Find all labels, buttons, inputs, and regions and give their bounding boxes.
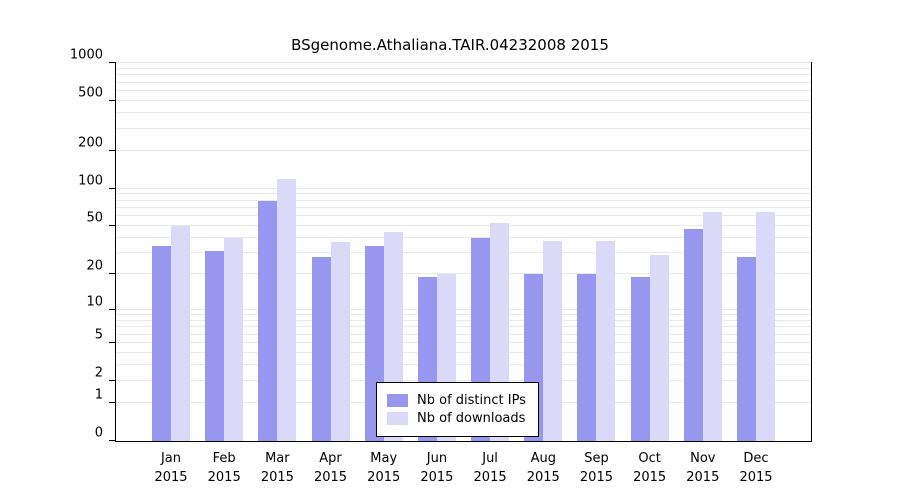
y-tick-label: 10 [86,294,103,310]
y-tick-mark [109,341,115,343]
y-tick-label: 200 [78,135,103,151]
y-tick-label: 500 [78,85,103,101]
gridline [116,127,811,129]
gridline [116,326,811,328]
x-tick-label: Apr 2015 [313,451,348,485]
legend-label: Nb of distinct IPs [417,393,526,408]
y-tick-label: 50 [86,210,103,226]
legend-row: Nb of distinct IPs [387,393,526,408]
legend: Nb of distinct IPs Nb of downloads [376,382,539,437]
gridline [116,379,811,381]
gridline [116,67,811,69]
y-tick-label: 0 [94,425,103,441]
x-tick-label: Jun 2015 [420,451,454,485]
bar-distinct-ips [630,277,650,441]
gridline [116,319,811,321]
gridline [116,333,811,335]
gridline [116,187,811,189]
x-tick-label: May 2015 [367,451,401,485]
bar-downloads [277,178,297,441]
bar-distinct-ips [205,251,225,441]
y-tick-mark [109,149,115,151]
y-tick-label: 5 [94,327,103,343]
gridline [116,89,811,91]
gridline [116,273,811,275]
x-tick-label: Jul 2015 [473,451,507,485]
x-tick-label: Jan 2015 [154,451,188,485]
bar-distinct-ips [577,274,597,441]
x-tick-label: Feb 2015 [207,451,241,485]
legend-label: Nb of downloads [417,411,526,426]
legend-swatch [387,394,408,407]
gridline [116,193,811,195]
y-tick-label: 100 [78,173,103,188]
y-tick-mark [109,440,115,441]
x-tick-label: Nov 2015 [686,451,720,485]
gridline [116,341,811,343]
bar-downloads [596,240,616,441]
gridline [116,252,811,254]
bar-downloads [756,211,775,441]
bar-distinct-ips [311,256,331,441]
x-tick-label: Dec 2015 [739,451,773,485]
legend-row: Nb of downloads [387,411,526,426]
y-tick-mark [109,402,115,404]
y-tick-mark [109,62,115,63]
gridline [116,215,811,217]
gridline [116,206,811,208]
y-tick-mark [109,224,115,226]
y-tick-label: 1 [94,387,103,403]
gridline [116,364,811,366]
x-tick-label: Mar 2015 [260,451,294,485]
gridline [116,62,811,63]
gridline [116,99,811,101]
y-tick-label: 20 [86,258,103,274]
gridline [116,351,811,353]
x-tick-label: Aug 2015 [526,451,560,485]
gridline [116,149,811,151]
y-tick-mark [109,273,115,275]
bar-distinct-ips [152,246,171,441]
plot-area: 0 1 2 5 10 20 50 100 200 500 1000 Jan 2015 Feb 2015… [70,48,812,485]
bar-distinct-ips [737,256,756,441]
legend-swatch [387,412,408,425]
gridline [116,224,811,226]
bar-distinct-ips [258,200,278,441]
gridline [116,308,811,310]
bar-downloads [543,240,563,441]
gridline [116,112,811,114]
gridline [116,81,811,83]
bar-downloads [702,211,722,441]
bar-downloads [171,225,190,441]
bar-downloads [649,254,669,441]
bar-distinct-ips [683,229,703,441]
y-tick-label: 2 [94,365,103,381]
y-tick-mark [109,187,115,189]
y-tick-mark [109,99,115,101]
y-tick-mark [109,308,115,310]
gridline [116,314,811,316]
gridline [116,74,811,76]
x-tick-label: Oct 2015 [633,451,667,485]
bar-downloads [224,237,244,441]
y-tick-label: 1000 [69,47,103,63]
gridline [116,236,811,238]
y-tick-mark [109,379,115,381]
x-tick-label: Sep 2015 [579,451,613,485]
bar-downloads [330,241,350,441]
chart-title: BSgenome.Athaliana.TAIR.04232008 2015 [291,36,609,54]
gridline [116,199,811,201]
